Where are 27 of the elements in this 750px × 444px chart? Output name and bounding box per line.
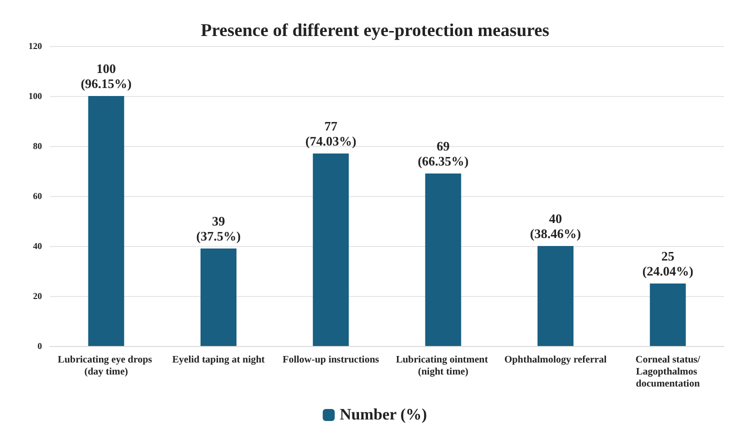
data-label: 39 (37.5%) <box>196 214 241 244</box>
x-tick-label: Ophthalmology referral <box>504 354 607 366</box>
data-label: 40 (38.46%) <box>530 211 581 241</box>
bar <box>538 246 574 346</box>
legend-label: Number (%) <box>340 406 427 424</box>
y-tick-label: 20 <box>33 291 42 301</box>
x-tick-label: Lubricating ointment (night time) <box>396 354 490 378</box>
y-tick-label: 40 <box>33 241 42 251</box>
x-tick-label: Lubricating eye drops (day time) <box>58 354 155 378</box>
bar <box>200 248 236 346</box>
data-label: 69 (66.35%) <box>418 138 469 168</box>
bar <box>650 284 686 346</box>
x-tick-label: Eyelid taping at night <box>172 354 266 366</box>
y-tick-label: 100 <box>28 91 42 101</box>
bar <box>425 174 462 346</box>
data-label: 25 (24.04%) <box>642 248 694 278</box>
y-tick-label: 120 <box>28 41 42 51</box>
bar <box>312 154 349 346</box>
x-tick-label: Corneal status/Lagopthalmos documentation <box>635 354 700 390</box>
chart-title: Presence of different eye-protection measures <box>200 20 550 40</box>
data-label: 100 (96.15%) <box>80 61 132 91</box>
x-tick-label: Follow-up instructions <box>282 354 380 366</box>
y-tick-label: 0 <box>38 341 42 351</box>
data-label: 77 (74.03%) <box>305 118 356 148</box>
y-tick-label: 60 <box>33 191 42 201</box>
y-tick-label: 80 <box>33 141 42 151</box>
bar <box>88 96 124 346</box>
